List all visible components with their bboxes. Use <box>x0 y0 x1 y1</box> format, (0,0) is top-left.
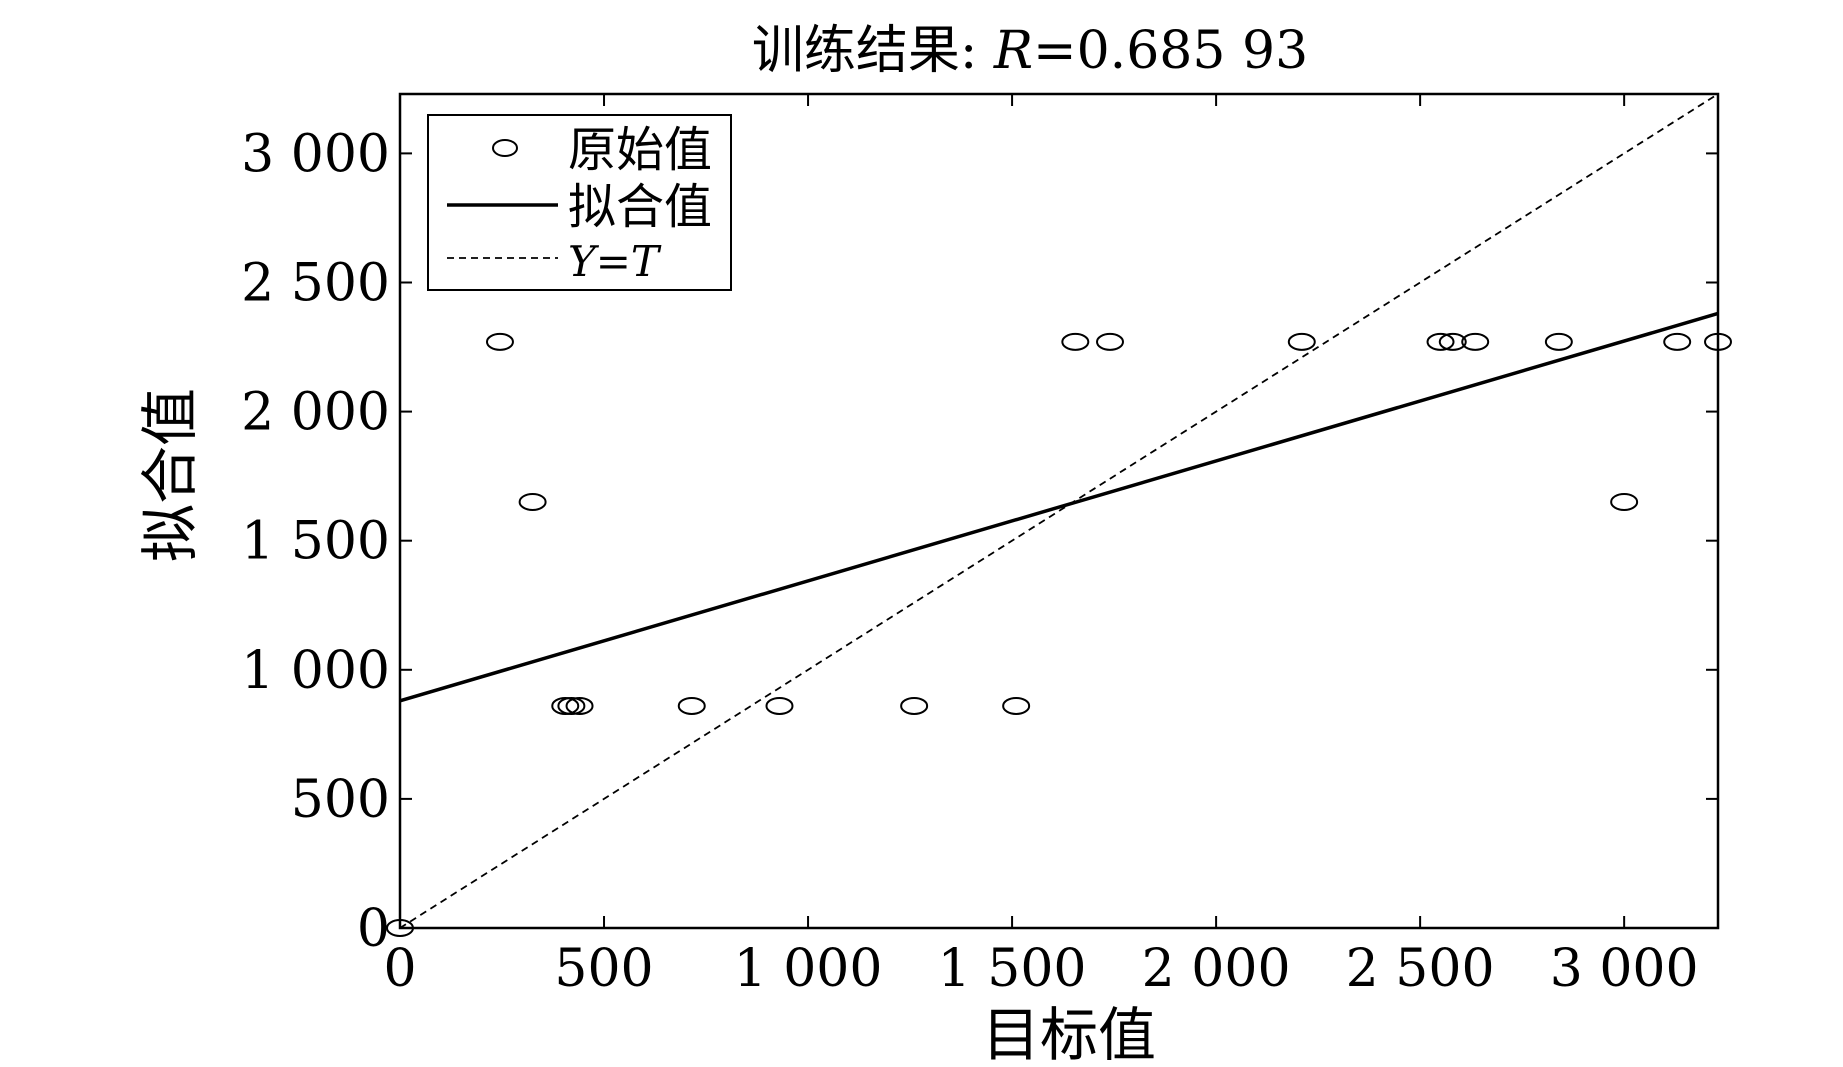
legend-marker-circle <box>492 139 518 157</box>
x-tick-label: 2 500 <box>1346 939 1495 999</box>
y-tick-labels: 0 500 1 000 1 500 2 000 2 500 3 000 <box>241 124 390 959</box>
identity-line <box>399 93 1719 929</box>
data-point <box>565 696 594 715</box>
data-point <box>1287 332 1316 351</box>
legend-label-fit: 拟合值 <box>568 179 712 235</box>
y-tick-label: 1 500 <box>241 512 390 572</box>
plot-frame <box>398 92 1720 930</box>
tick-marks <box>399 94 1718 929</box>
data-point <box>551 696 580 715</box>
x-tick-label: 3 000 <box>1550 939 1699 999</box>
chart-title: 训练结果: R=0.685 93 <box>752 21 1308 81</box>
chart-title-prefix: 训练结果: <box>752 21 994 81</box>
data-point <box>1426 332 1455 351</box>
fit-line <box>399 311 1719 703</box>
x-tick-label: 500 <box>554 939 653 999</box>
data-point <box>1061 332 1090 351</box>
data-point <box>1438 332 1467 351</box>
series-lines <box>399 93 1719 929</box>
data-point <box>557 696 586 715</box>
x-tick-label: 2 000 <box>1142 939 1291 999</box>
data-point <box>1096 332 1125 351</box>
x-tick-label: 0 <box>383 939 416 999</box>
data-point <box>1461 332 1490 351</box>
legend: 原始值 拟合值 Y=T <box>427 114 732 291</box>
x-tick-labels: 0 500 1 000 1 500 2 000 2 500 3 000 <box>383 939 1698 999</box>
data-point <box>1002 696 1031 715</box>
x-tick-label: 1 500 <box>938 939 1087 999</box>
y-tick-label: 2 500 <box>241 253 390 313</box>
legend-label-raw: 原始值 <box>568 122 712 178</box>
x-tick-label: 1 000 <box>734 939 883 999</box>
data-point <box>1544 332 1573 351</box>
y-tick-label: 1 000 <box>241 641 390 701</box>
legend-box <box>427 114 732 291</box>
chart-title-value: =0.685 93 <box>1033 21 1308 81</box>
data-point <box>485 332 514 351</box>
y-tick-label: 0 <box>357 899 390 959</box>
data-point <box>677 696 706 715</box>
data-point <box>518 492 547 511</box>
data-point <box>1610 492 1639 511</box>
y-tick-label: 2 000 <box>241 383 390 443</box>
data-point <box>765 696 794 715</box>
y-tick-label: 3 000 <box>241 124 390 184</box>
chart-title-r: R <box>993 21 1033 81</box>
data-points <box>386 332 1732 937</box>
legend-label-yt: Y=T <box>568 237 662 286</box>
data-point <box>900 696 929 715</box>
x-axis-label: 目标值 <box>982 1001 1156 1063</box>
y-axis-label: 拟合值 <box>136 388 204 562</box>
data-point <box>1663 332 1692 351</box>
y-tick-label: 500 <box>291 770 390 830</box>
